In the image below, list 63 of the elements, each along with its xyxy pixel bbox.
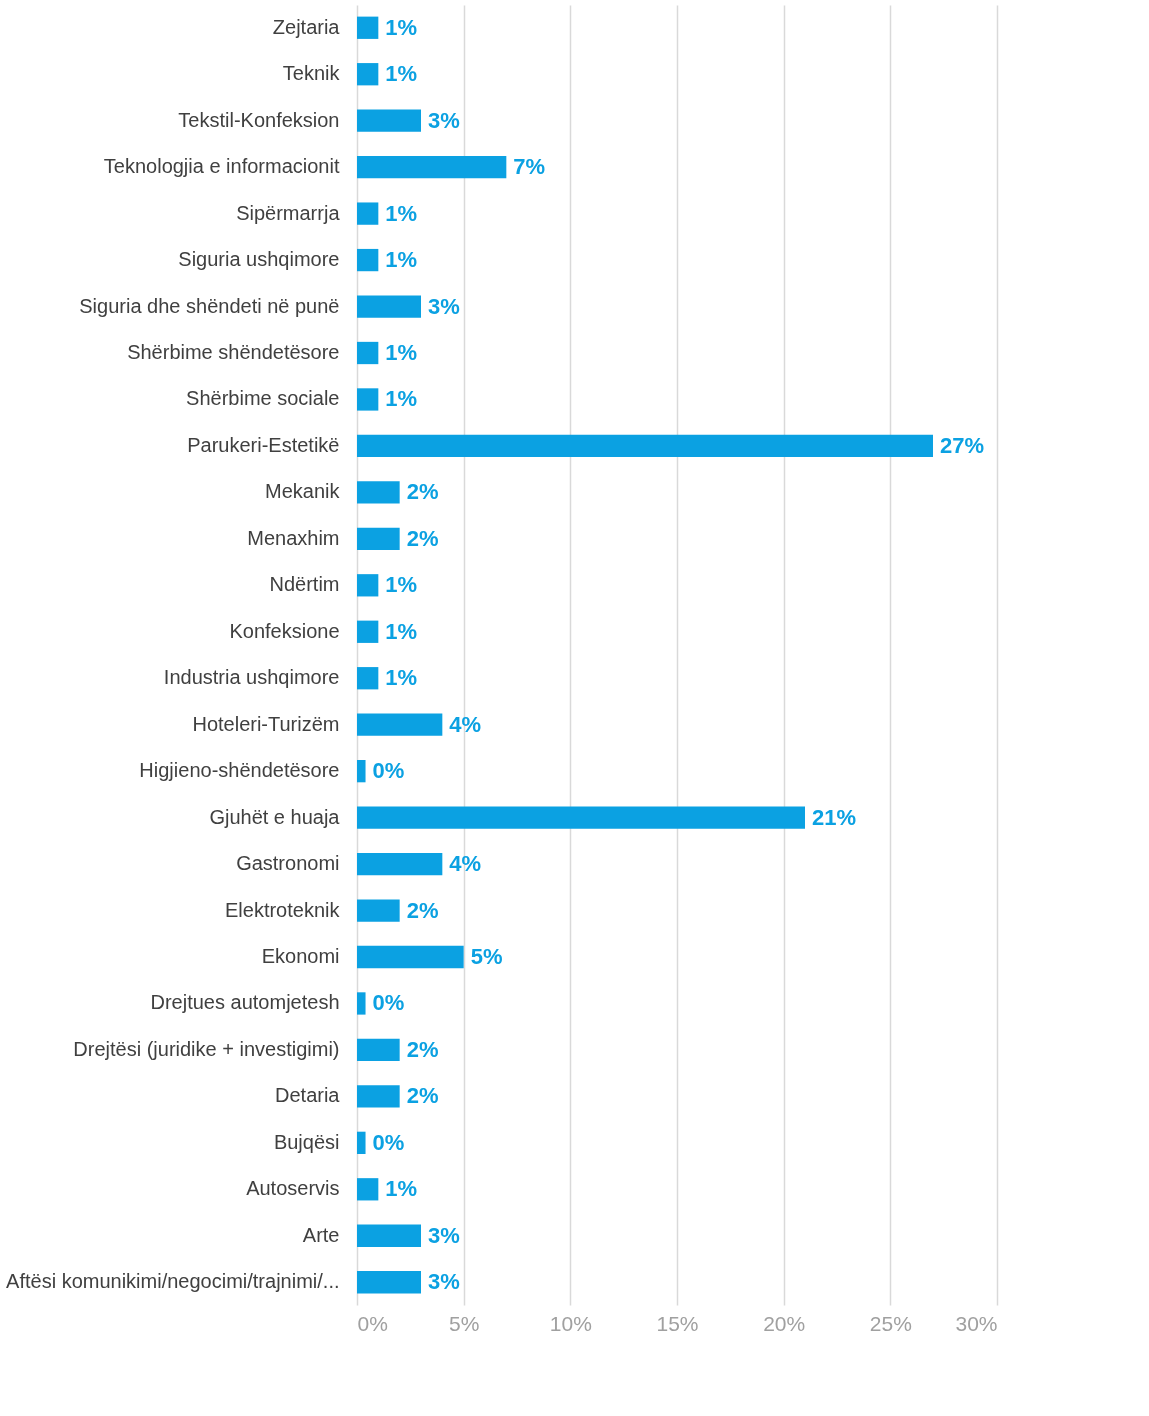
data-label: 3% (428, 293, 460, 319)
y-tick-label: Ekonomi (261, 945, 340, 967)
y-tick-label: Higjieno-shëndetësore (139, 759, 340, 782)
y-tick-label: Arte (302, 1223, 340, 1246)
y-tick-label: Gastronomi (236, 852, 340, 875)
y-tick-label: Elektroteknik (225, 898, 341, 921)
y-tick-label: Ndërtim (269, 573, 340, 596)
y-tick-label: Siguria ushqimore (178, 248, 340, 271)
y-tick-label: Industria ushqimore (163, 666, 340, 689)
x-tick-label: 20% (763, 1311, 806, 1335)
x-tick-label: 30% (955, 1311, 998, 1335)
data-label: 4% (449, 711, 482, 737)
data-label: 3% (428, 1222, 460, 1248)
y-tick-label: Autoservis (246, 1177, 340, 1200)
data-label: 1% (385, 247, 418, 273)
y-tick-label: Drejtësi (juridike + investigimi) (73, 1037, 340, 1060)
y-tick-label: Zejtaria (272, 15, 341, 38)
data-label: 2% (406, 479, 439, 505)
data-label: 5% (470, 944, 503, 969)
data-label: 3% (428, 107, 460, 133)
data-label: 27% (940, 432, 985, 458)
data-label: 1% (385, 14, 418, 40)
y-tick-label: Sipërmarrja (236, 201, 341, 224)
x-tick-label: 5% (448, 1311, 480, 1335)
y-tick-label: Tekstil-Konfeksion (178, 108, 340, 131)
y-tick-label: Gjuhët e huaja (209, 805, 341, 828)
data-label: 0% (372, 758, 405, 784)
y-tick-label: Teknologjia e informacionit (103, 155, 340, 178)
x-tick-label: 25% (869, 1311, 912, 1335)
data-label: 1% (385, 618, 418, 644)
y-tick-label: Aftësi komunikimi/negocimi/trajnimi/... (6, 1270, 340, 1293)
y-tick-label: Mekanik (265, 480, 341, 503)
data-label: 2% (406, 897, 439, 923)
y-tick-label: Drejtues automjetesh (150, 991, 340, 1014)
y-tick-label: Bujqësi (273, 1130, 340, 1153)
x-tick-label: 10% (549, 1311, 592, 1335)
data-label: 1% (385, 200, 418, 226)
data-label: 1% (385, 340, 418, 365)
data-label: 1% (385, 572, 418, 598)
y-tick-label: Shërbime sociale (186, 387, 340, 410)
data-label: 1% (385, 61, 418, 87)
data-label: 2% (406, 1036, 439, 1062)
y-tick-label: Konfeksione (229, 619, 340, 642)
y-tick-label: Menaxhim (247, 526, 340, 549)
data-label: 1% (385, 386, 418, 412)
y-tick-label: Siguria dhe shëndeti në punë (79, 294, 340, 317)
data-label: 3% (428, 1269, 460, 1295)
data-label: 2% (406, 525, 439, 551)
y-tick-label: Detaria (275, 1084, 341, 1107)
data-label: 7% (513, 154, 546, 180)
data-label: 1% (385, 1176, 418, 1202)
data-label: 4% (449, 851, 482, 877)
x-tick-label: 0% (357, 1311, 388, 1335)
y-tick-label: Hoteleri-Turizëm (192, 712, 340, 735)
data-label: 0% (372, 1129, 405, 1155)
y-tick-label: Parukeri-Estetikë (187, 433, 340, 456)
data-label: 21% (812, 804, 857, 830)
y-tick-label: Shërbime shëndetësore (127, 341, 340, 363)
data-label: 1% (385, 665, 418, 691)
data-label: 0% (372, 990, 405, 1016)
data-label: 2% (406, 1083, 439, 1109)
x-tick-label: 15% (656, 1311, 699, 1335)
y-tick-label: Teknik (282, 62, 341, 85)
